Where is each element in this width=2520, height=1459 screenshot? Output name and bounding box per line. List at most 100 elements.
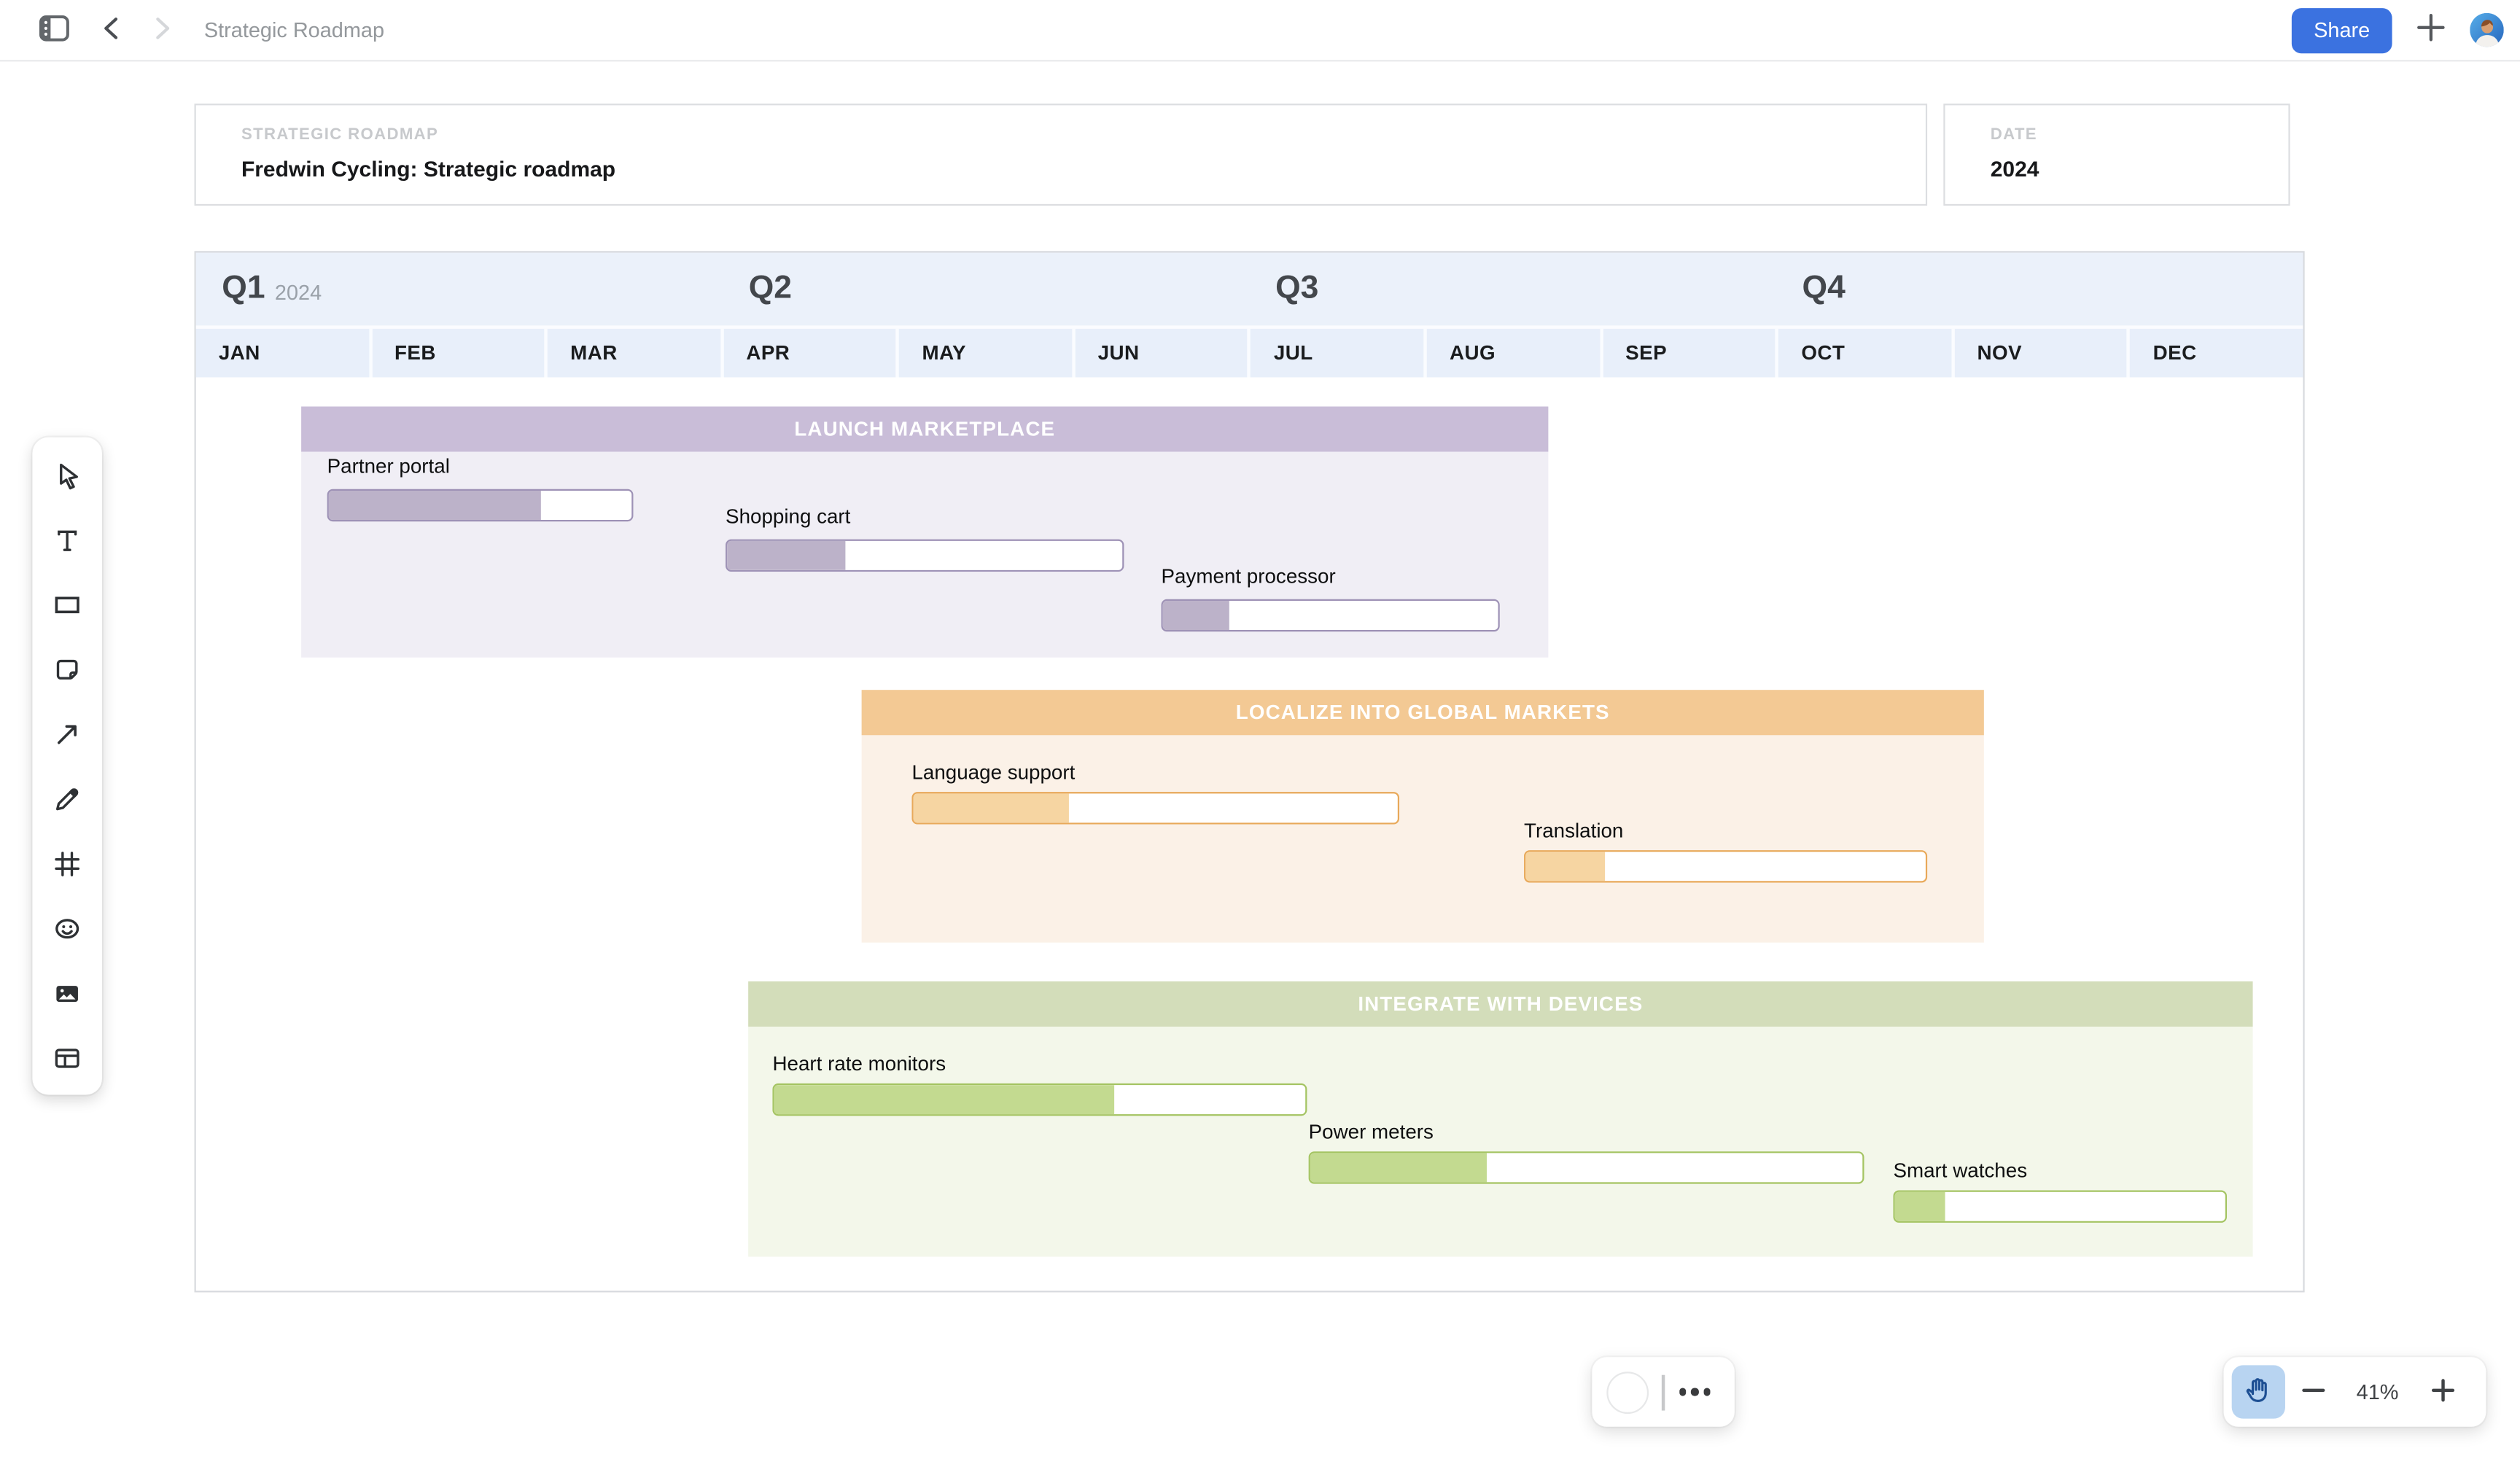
minus-icon <box>2301 1377 2325 1407</box>
tool-pencil-button[interactable] <box>48 779 87 817</box>
task-bar[interactable] <box>911 792 1400 825</box>
sticky-note-icon <box>52 653 82 684</box>
task-label[interactable]: Translation <box>1524 819 1624 842</box>
share-button[interactable]: Share <box>2291 7 2392 53</box>
lane-2: LOCALIZE INTO GLOBAL MARKETS Language sup… <box>861 690 1984 943</box>
tool-arrow-button[interactable] <box>48 715 87 753</box>
task-progress-fill <box>913 793 1069 823</box>
zoom-out-button[interactable] <box>2285 1365 2341 1418</box>
lane-header[interactable]: INTEGRATE WITH DEVICES <box>748 981 2253 1027</box>
tool-cursor-button[interactable] <box>48 455 87 494</box>
quarter-header-row: Q1 2024 Q2 Q3 Q4 <box>195 252 2303 326</box>
text-icon <box>52 524 82 555</box>
roadmap-title[interactable]: Fredwin Cycling: Strategic roadmap <box>241 157 616 182</box>
arrow-icon <box>52 718 82 749</box>
quarter-label: Q4 <box>1802 270 1846 306</box>
lane-1: LAUNCH MARKETPLACE Partner portal Shopping… <box>301 406 1549 658</box>
cursor-icon <box>52 459 82 490</box>
date-value[interactable]: 2024 <box>1990 157 2039 182</box>
task-bar[interactable] <box>1161 599 1500 632</box>
quarter-header-q3: Q3 <box>1250 252 1776 325</box>
task-bar[interactable] <box>1524 850 1928 883</box>
month-cell-jan: JAN <box>218 341 260 365</box>
pencil-icon <box>52 783 82 814</box>
month-cell-jun: JUN <box>1072 328 1248 378</box>
month-cell-nov: NOV <box>1951 328 2127 378</box>
chevron-left-icon <box>100 15 121 44</box>
forward-button[interactable] <box>149 9 175 51</box>
quarter-header-q2: Q2 <box>723 252 1249 325</box>
document-title-topbar: Strategic Roadmap <box>203 17 385 42</box>
new-board-button[interactable] <box>2416 9 2446 51</box>
zoom-in-button[interactable] <box>2415 1365 2470 1418</box>
month-cell-feb: FEB <box>368 328 544 378</box>
task-progress-fill <box>328 490 541 520</box>
month-cell-mar: MAR <box>544 328 720 378</box>
month-cell-apr: APR <box>720 328 896 378</box>
table-icon <box>52 1042 82 1073</box>
lane-body <box>861 735 1984 943</box>
task-progress-fill <box>774 1085 1114 1115</box>
tool-text-button[interactable] <box>48 520 87 559</box>
tool-emoji-button[interactable] <box>48 909 87 947</box>
plus-icon <box>2430 1377 2454 1407</box>
timeline-canvas: LAUNCH MARKETPLACE Partner portal Shopping… <box>196 252 2303 1291</box>
roadmap-title-card: STRATEGIC ROADMAP Fredwin Cycling: Strat… <box>194 104 1928 206</box>
quarter-label: Q2 <box>748 270 792 306</box>
lane-header[interactable]: LOCALIZE INTO GLOBAL MARKETS <box>861 690 1984 736</box>
hand-tool-button[interactable] <box>2231 1365 2285 1419</box>
task-bar[interactable] <box>327 489 634 522</box>
roadmap-kicker: STRATEGIC ROADMAP <box>241 126 439 144</box>
rectangle-icon <box>52 588 82 619</box>
top-bar: Strategic Roadmap Share <box>0 0 2520 62</box>
tool-frame-button[interactable] <box>48 844 87 882</box>
task-label[interactable]: Power meters <box>1308 1121 1434 1144</box>
month-cell-aug: AUG <box>1423 328 1599 378</box>
roadmap-timeline-frame: Q1 2024 Q2 Q3 Q4 JAN FEB MAR APR MAY JUN JUL AUG SEP… <box>194 251 2305 1293</box>
hand-icon <box>2243 1374 2274 1410</box>
image-icon <box>52 977 82 1008</box>
date-card: DATE 2024 <box>1943 104 2290 206</box>
month-cell-jul: JUL <box>1248 328 1423 378</box>
month-cell-sep: SEP <box>1599 328 1776 378</box>
divider <box>1661 1374 1665 1410</box>
avatar[interactable] <box>2470 12 2504 47</box>
more-options-button[interactable] <box>1679 1388 1711 1396</box>
quarter-label: Q3 <box>1275 270 1319 306</box>
task-bar[interactable] <box>726 539 1124 572</box>
task-progress-fill <box>727 540 846 570</box>
frame-icon <box>52 848 82 879</box>
zoom-level[interactable]: 41% <box>2356 1380 2399 1404</box>
sidebar-panel-icon <box>38 14 69 46</box>
quarter-year: 2024 <box>274 280 322 305</box>
emoji-icon <box>52 913 82 944</box>
tool-rectangle-button[interactable] <box>48 585 87 623</box>
lane-3: INTEGRATE WITH DEVICES Heart rate monitor… <box>748 981 2253 1257</box>
back-button[interactable] <box>97 9 123 51</box>
lane-header[interactable]: LAUNCH MARKETPLACE <box>301 406 1549 452</box>
task-label[interactable]: Payment processor <box>1161 565 1336 588</box>
tool-table-button[interactable] <box>48 1038 87 1077</box>
task-progress-fill <box>1310 1153 1488 1183</box>
task-label[interactable]: Language support <box>911 760 1076 785</box>
task-label[interactable]: Smart watches <box>1893 1159 2028 1183</box>
task-label[interactable]: Partner portal <box>327 455 450 478</box>
canvas-widget-bar <box>1592 1357 1735 1427</box>
chevron-right-icon <box>152 15 173 44</box>
month-cell-dec: DEC <box>2127 328 2303 378</box>
task-progress-fill <box>1894 1191 1945 1221</box>
task-label[interactable]: Shopping cart <box>726 505 851 529</box>
quarter-label: Q1 <box>222 270 265 306</box>
quarter-header-q1: Q1 2024 <box>196 252 723 325</box>
color-swatch-circle[interactable] <box>1606 1371 1649 1413</box>
sidebar-toggle-button[interactable] <box>36 9 71 51</box>
task-bar[interactable] <box>1308 1151 1864 1184</box>
task-label[interactable]: Heart rate monitors <box>772 1052 946 1075</box>
task-bar[interactable] <box>772 1083 1307 1116</box>
task-progress-fill <box>1162 601 1230 631</box>
tool-sticky-note-button[interactable] <box>48 650 87 688</box>
month-header-row: JAN FEB MAR APR MAY JUN JUL AUG SEP OCT NOV DEC <box>195 325 2303 378</box>
task-bar[interactable] <box>1893 1190 2228 1223</box>
tool-image-button[interactable] <box>48 973 87 1012</box>
